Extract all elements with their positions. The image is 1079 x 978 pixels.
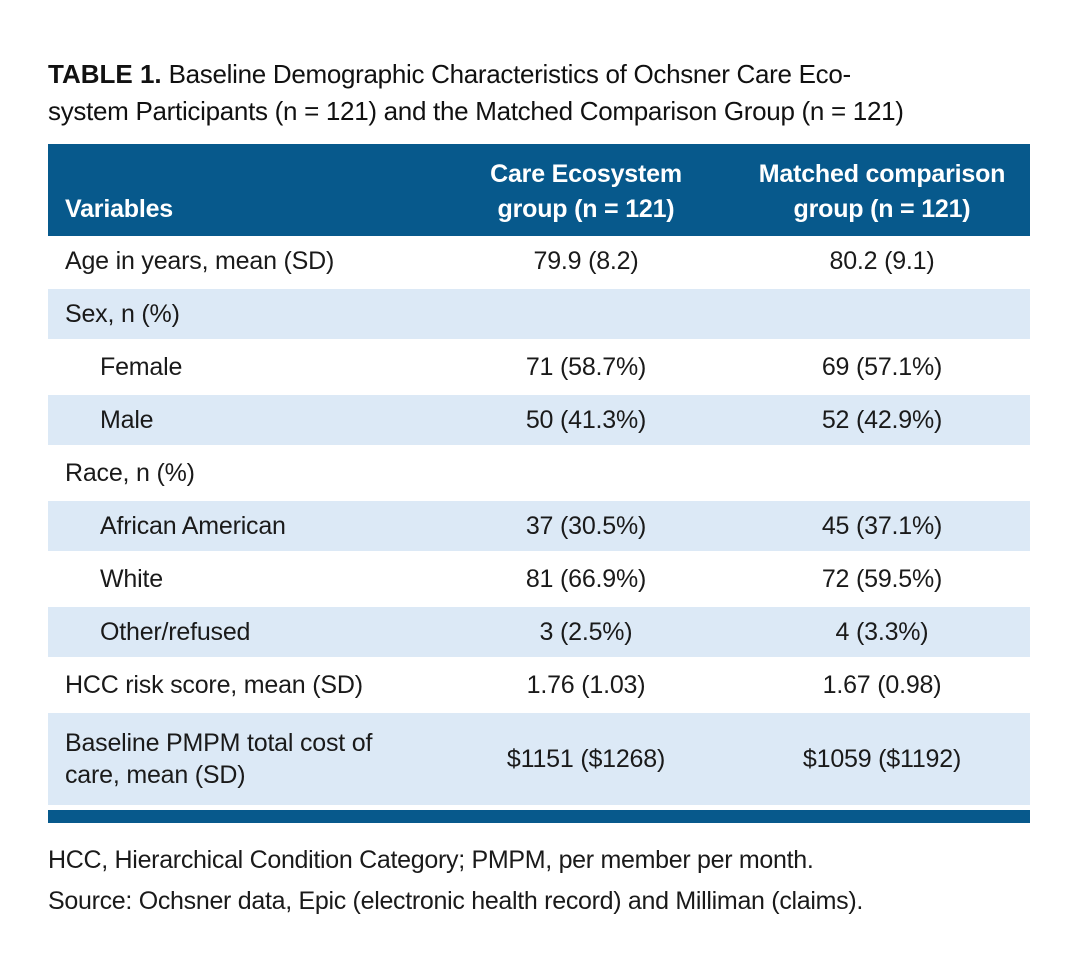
table-row: Sex, n (%) (48, 289, 1030, 342)
column-header-care-ecosystem-group: Care Ecosystem group (n = 121) (438, 144, 734, 236)
table-title-line2: system Participants (n = 121) and the Ma… (48, 96, 904, 126)
row-value-matched-comparison: 72 (59.5%) (821, 564, 943, 593)
table-title-label: TABLE 1. (48, 59, 162, 89)
row-value-matched-comparison: 45 (37.1%) (821, 511, 943, 540)
table-bottom-rule (48, 810, 1030, 823)
row-label: Race, n (%) (65, 459, 195, 487)
row-value-care-ecosystem: 71 (58.7%) (525, 352, 647, 381)
row-label: Other/refused (100, 618, 251, 646)
table-title: TABLE 1. Baseline Demographic Characteri… (48, 56, 1030, 130)
column-header-matched-comparison-line2: group (n = 121) (793, 195, 971, 223)
row-label: Baseline PMPM total cost of care, mean (… (65, 729, 373, 789)
row-value-care-ecosystem: 1.76 (1.03) (526, 670, 646, 699)
row-value-care-ecosystem: 79.9 (8.2) (533, 246, 639, 275)
footnote-abbreviations: HCC, Hierarchical Condition Category; PM… (48, 846, 814, 874)
column-header-care-ecosystem-line1: Care Ecosystem (490, 160, 682, 188)
column-header-matched-comparison-line1: Matched comparison (758, 160, 1006, 188)
row-label: Female (100, 353, 183, 381)
column-header-variables: Variables (65, 195, 174, 223)
table-row: African American 37 (30.5%) 45 (37.1%) (48, 501, 1030, 554)
demographics-table: Variables Care Ecosystem group (n = 121)… (48, 144, 1030, 823)
table-row: HCC risk score, mean (SD) 1.76 (1.03) 1.… (48, 660, 1030, 713)
table-title-line1: Baseline Demographic Characteristics of … (168, 59, 852, 89)
row-label: African American (100, 512, 286, 540)
row-value-care-ecosystem: 37 (30.5%) (525, 511, 647, 540)
row-value-care-ecosystem: 3 (2.5%) (539, 617, 633, 646)
row-value-matched-comparison: 4 (3.3%) (835, 617, 929, 646)
footnote-source: Source: Ochsner data, Epic (electronic h… (48, 887, 864, 915)
table-row: Baseline PMPM total cost of care, mean (… (48, 713, 1030, 808)
table-row: Race, n (%) (48, 448, 1030, 501)
row-label: Age in years, mean (SD) (65, 247, 335, 275)
table-body: Age in years, mean (SD) 79.9 (8.2) 80.2 … (48, 236, 1030, 808)
row-value-care-ecosystem: $1151 ($1268) (506, 744, 666, 773)
table-row: White 81 (66.9%) 72 (59.5%) (48, 554, 1030, 607)
row-value-matched-comparison: 80.2 (9.1) (829, 246, 935, 275)
row-value-matched-comparison: 1.67 (0.98) (822, 670, 942, 699)
row-value-matched-comparison: 52 (42.9%) (821, 405, 943, 434)
table-row: Age in years, mean (SD) 79.9 (8.2) 80.2 … (48, 236, 1030, 289)
row-label: White (100, 565, 163, 593)
column-header-matched-comparison-group: Matched comparison group (n = 121) (734, 144, 1030, 236)
row-label: Sex, n (%) (65, 300, 180, 328)
row-label: HCC risk score, mean (SD) (65, 671, 363, 699)
row-value-care-ecosystem: 50 (41.3%) (525, 405, 647, 434)
column-header-care-ecosystem-line2: group (n = 121) (497, 195, 675, 223)
row-value-care-ecosystem: 81 (66.9%) (525, 564, 647, 593)
table-row: Female 71 (58.7%) 69 (57.1%) (48, 342, 1030, 395)
row-value-matched-comparison: 69 (57.1%) (821, 352, 943, 381)
row-label: Male (100, 406, 154, 434)
table-footnotes: HCC, Hierarchical Condition Category; PM… (48, 840, 1030, 922)
table-row: Male 50 (41.3%) 52 (42.9%) (48, 395, 1030, 448)
row-value-matched-comparison: $1059 ($1192) (802, 744, 962, 773)
table-header-row: Variables Care Ecosystem group (n = 121)… (48, 144, 1030, 236)
table-row: Other/refused 3 (2.5%) 4 (3.3%) (48, 607, 1030, 660)
